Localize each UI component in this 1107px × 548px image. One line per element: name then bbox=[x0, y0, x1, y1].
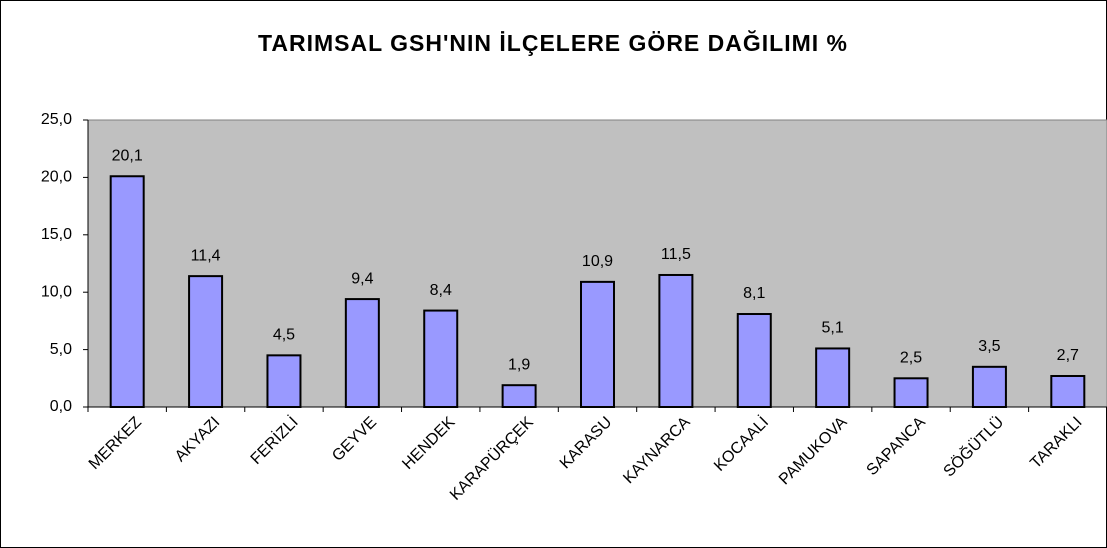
bar bbox=[580, 280, 615, 409]
chart-title: TARIMSAL GSH'NIN İLÇELERE GÖRE DAĞILIMI … bbox=[258, 29, 848, 56]
bar bbox=[658, 273, 694, 409]
data-label: 10,9 bbox=[582, 253, 613, 270]
bar bbox=[971, 365, 1007, 409]
bar bbox=[109, 175, 145, 408]
bar bbox=[188, 275, 224, 408]
data-label: 20,1 bbox=[112, 147, 143, 164]
bar bbox=[893, 377, 929, 408]
data-label: 2,5 bbox=[900, 350, 922, 367]
data-label: 11,5 bbox=[661, 246, 691, 263]
bar bbox=[736, 313, 772, 408]
y-tick-label: 20,0 bbox=[41, 169, 72, 186]
data-label: 2,7 bbox=[1057, 347, 1079, 364]
y-tick-label: 5,0 bbox=[50, 341, 72, 358]
data-label: 5,1 bbox=[822, 320, 844, 337]
data-label: 1,9 bbox=[508, 356, 530, 373]
data-label: 8,4 bbox=[430, 282, 452, 299]
bar bbox=[266, 354, 302, 408]
bar bbox=[344, 298, 380, 409]
data-label: 3,5 bbox=[978, 338, 1000, 355]
y-tick-label: 15,0 bbox=[41, 226, 72, 243]
data-label: 11,4 bbox=[191, 247, 221, 264]
bar bbox=[501, 384, 537, 408]
bar bbox=[1050, 375, 1086, 408]
data-label: 4,5 bbox=[273, 327, 295, 344]
data-label: 8,1 bbox=[743, 285, 765, 302]
data-label: 9,4 bbox=[351, 270, 373, 287]
y-tick-label: 25,0 bbox=[41, 111, 72, 128]
bar bbox=[423, 309, 459, 408]
bar bbox=[815, 347, 851, 408]
y-tick-label: 0,0 bbox=[50, 398, 72, 415]
y-tick-label: 10,0 bbox=[41, 283, 72, 300]
